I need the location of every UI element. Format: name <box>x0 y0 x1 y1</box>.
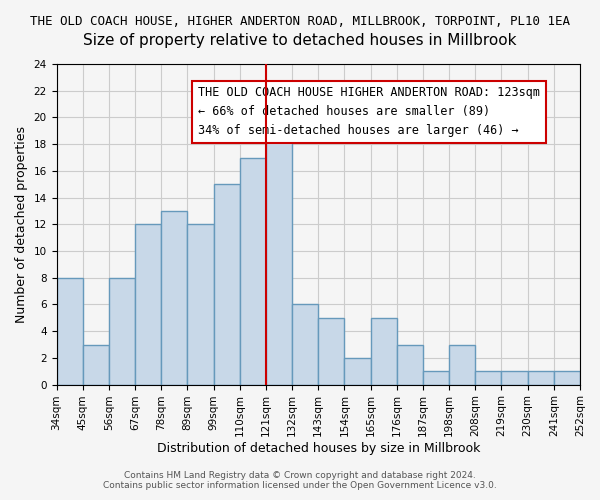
Bar <box>554 371 580 384</box>
Bar <box>240 158 266 384</box>
X-axis label: Distribution of detached houses by size in Millbrook: Distribution of detached houses by size … <box>157 442 480 455</box>
Bar <box>161 211 187 384</box>
Text: Size of property relative to detached houses in Millbrook: Size of property relative to detached ho… <box>83 32 517 48</box>
Bar <box>318 318 344 384</box>
Y-axis label: Number of detached properties: Number of detached properties <box>15 126 28 323</box>
Text: THE OLD COACH HOUSE HIGHER ANDERTON ROAD: 123sqm
← 66% of detached houses are sm: THE OLD COACH HOUSE HIGHER ANDERTON ROAD… <box>198 86 540 138</box>
Bar <box>83 344 109 385</box>
Bar <box>397 344 423 385</box>
Bar <box>135 224 161 384</box>
Bar <box>475 371 502 384</box>
Text: Contains HM Land Registry data © Crown copyright and database right 2024.
Contai: Contains HM Land Registry data © Crown c… <box>103 470 497 490</box>
Bar <box>187 224 214 384</box>
Bar <box>371 318 397 384</box>
Bar <box>292 304 318 384</box>
Bar <box>214 184 240 384</box>
Bar <box>266 131 292 384</box>
Bar <box>56 278 83 384</box>
Text: THE OLD COACH HOUSE, HIGHER ANDERTON ROAD, MILLBROOK, TORPOINT, PL10 1EA: THE OLD COACH HOUSE, HIGHER ANDERTON ROA… <box>30 15 570 28</box>
Bar <box>527 371 554 384</box>
Bar <box>109 278 135 384</box>
Bar <box>423 371 449 384</box>
Bar <box>344 358 371 384</box>
Bar <box>449 344 475 385</box>
Bar <box>502 371 527 384</box>
